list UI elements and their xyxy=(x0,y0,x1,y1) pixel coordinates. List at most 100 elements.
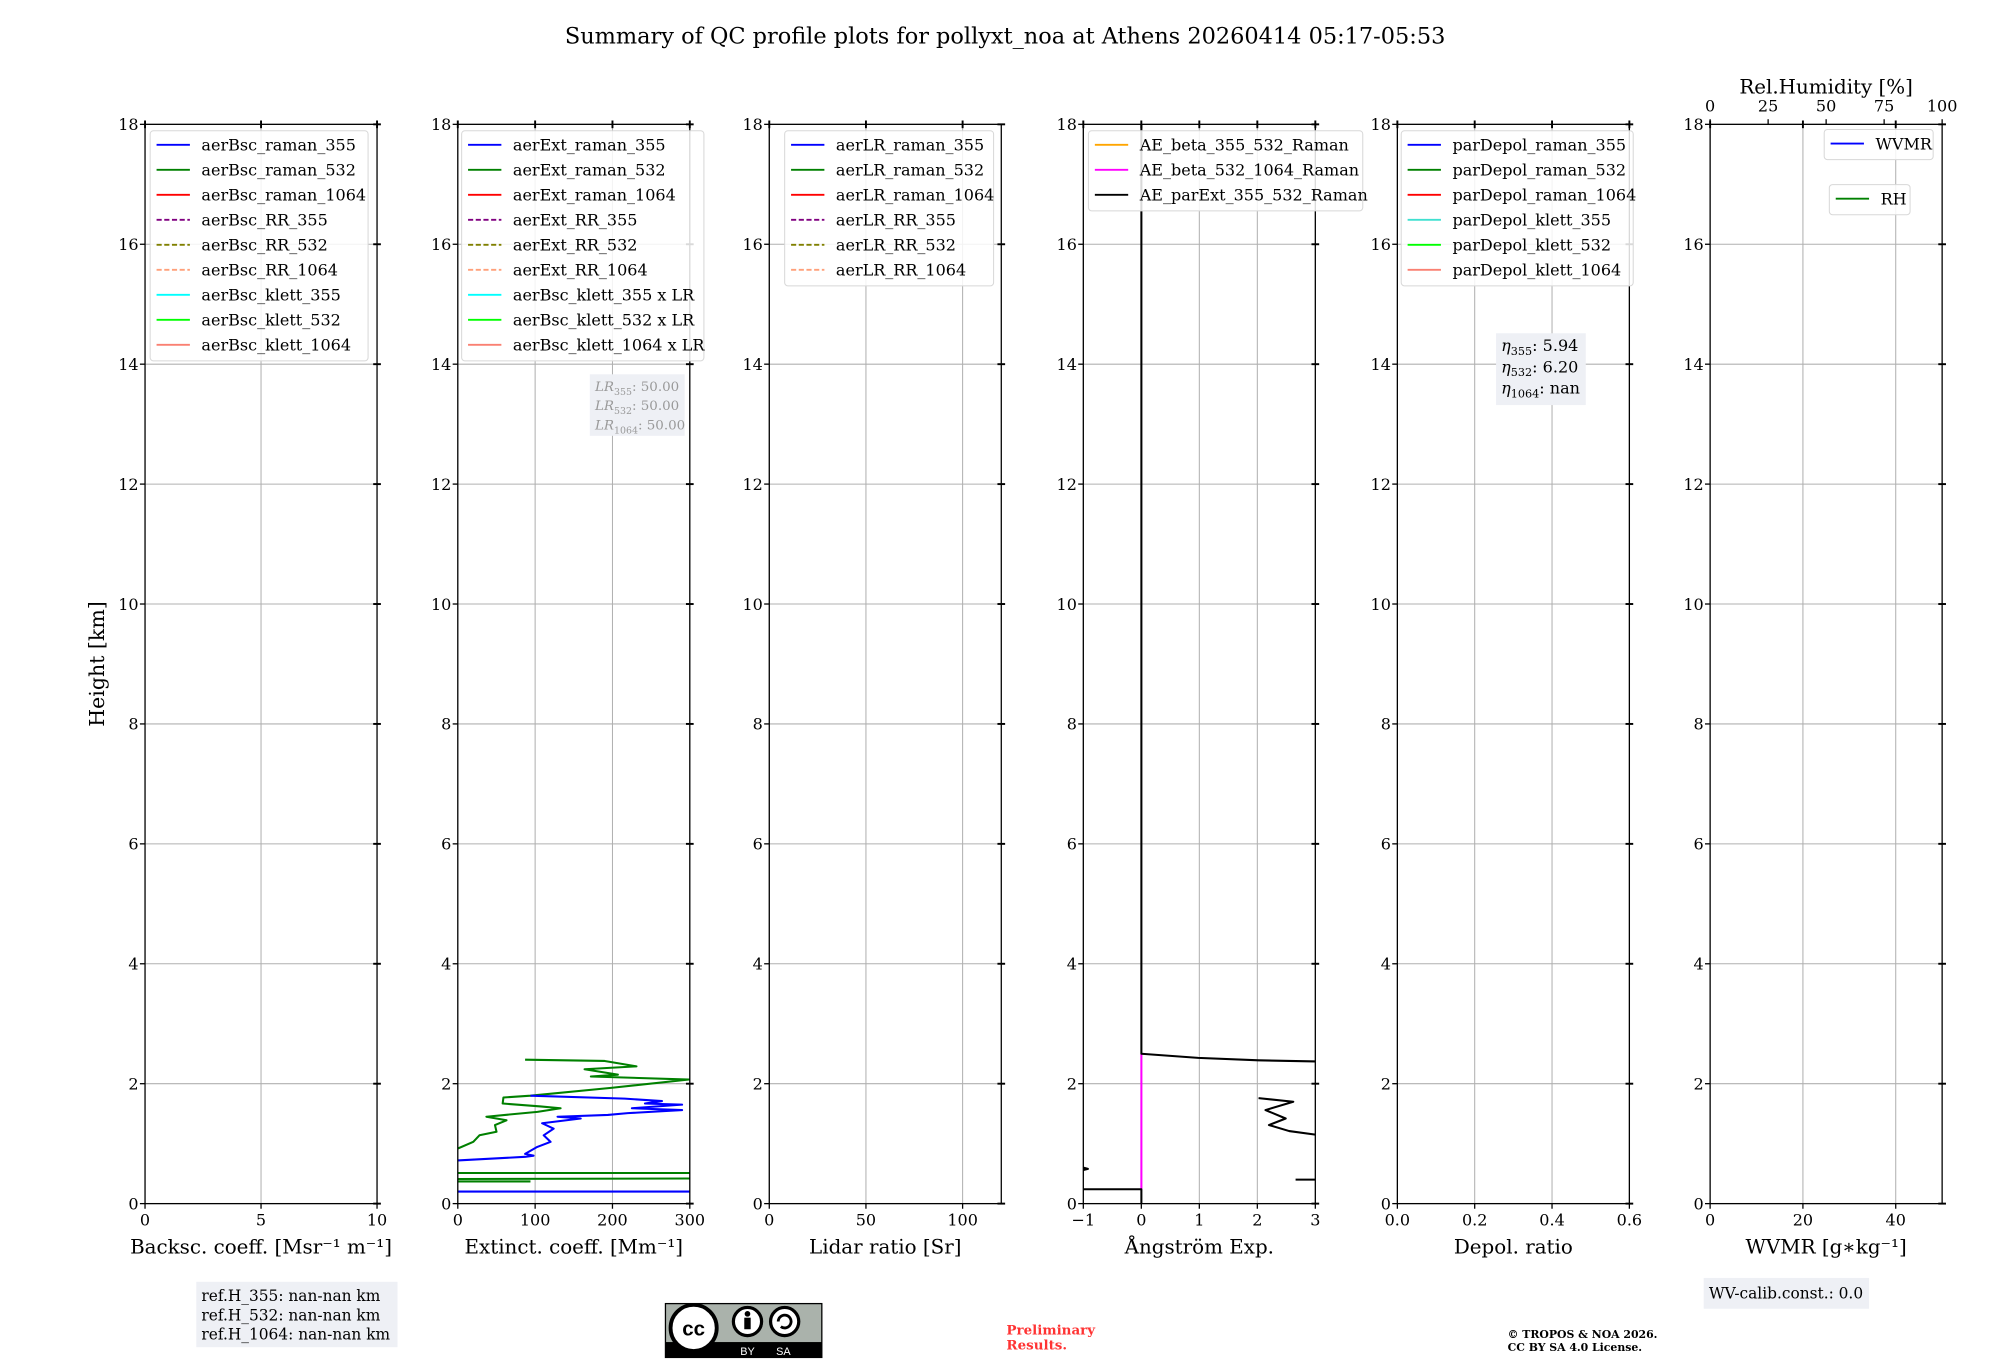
legend-label: aerExt_RR_355 xyxy=(513,211,638,230)
x-axis-label: Extinct. coeff. [Mm⁻¹] xyxy=(465,1236,684,1259)
x-tick-label: 0.6 xyxy=(1617,1210,1642,1229)
y-tick-label: 4 xyxy=(753,955,763,974)
x-tick-label: −1 xyxy=(1072,1210,1096,1229)
ref-h-1064: ref.H_1064: nan-nan km xyxy=(201,1325,390,1343)
y-tick-label: 16 xyxy=(431,235,451,254)
x-tick-label: 100 xyxy=(520,1210,551,1229)
legend: aerLR_raman_355 aerLR_raman_532 aerLR_rama… xyxy=(784,130,995,287)
lidar-ratio-box-line: LR532: 50.00 xyxy=(594,399,679,417)
legend-item: parDepol_klett_355 xyxy=(1407,211,1611,230)
y-tick-label: 8 xyxy=(1381,715,1391,734)
legend-label: aerBsc_klett_532 xyxy=(201,311,340,330)
axes-frame xyxy=(457,123,691,1205)
x-axis-label: Ångström Exp. xyxy=(1124,1234,1274,1259)
y-tick-label: 2 xyxy=(753,1074,763,1093)
y-tick-label: 6 xyxy=(753,835,763,854)
series-line-AE_parExt_355_532_Raman xyxy=(1083,1188,1143,1204)
legend-label: parDepol_raman_1064 xyxy=(1452,186,1636,205)
eta-box-line: η1064: nan xyxy=(1501,379,1580,401)
panel-backscatter: 0 2 4 6 8 10 12 14 16 18 0 5 10 Backsc. coeff. [Msr⁻¹… xyxy=(118,115,392,1259)
cc-icon xyxy=(668,1302,719,1353)
y-tick-label: 10 xyxy=(1057,595,1077,614)
ref-h-532: ref.H_532: nan-nan km xyxy=(201,1306,380,1324)
legend-item: aerExt_RR_532 xyxy=(468,236,637,255)
legend-label: aerBsc_RR_355 xyxy=(201,211,327,230)
y-tick-label: 10 xyxy=(431,595,451,614)
legend-item: aerBsc_RR_355 xyxy=(156,211,328,230)
y-tick-label: 2 xyxy=(128,1074,138,1093)
x-tick-label: 0 xyxy=(764,1210,774,1229)
x-tick-label: 3 xyxy=(1310,1210,1320,1229)
legend-item: parDepol_raman_355 xyxy=(1407,136,1626,155)
legend-label: aerBsc_klett_1064 xyxy=(201,336,351,355)
eta-box-line: η355: 5.94 xyxy=(1501,336,1578,358)
legend-label: aerBsc_RR_532 xyxy=(201,236,327,255)
y-tick-label: 16 xyxy=(742,235,762,254)
y-tick-label: 14 xyxy=(742,355,762,374)
axes-frame xyxy=(1709,123,1943,1205)
rh-tick-label: 0 xyxy=(1705,97,1715,116)
y-tick-label: 2 xyxy=(441,1074,451,1093)
wv-calib-box: WV-calib.const.: 0.0 xyxy=(1703,1277,1870,1309)
legend-item: aerBsc_klett_355 x LR xyxy=(468,286,695,305)
rh-tick-label: 100 xyxy=(1927,97,1958,116)
series-line-AE_parExt_355_532_Raman xyxy=(1258,1097,1316,1136)
legend-label: aerBsc_klett_1064 x LR xyxy=(513,336,705,355)
series-line-aerExt_raman_532 xyxy=(457,1058,690,1150)
axes-frame xyxy=(768,123,1002,1205)
legend-item: parDepol_raman_532 xyxy=(1407,161,1626,180)
rh-axis-label: Rel.Humidity [%] xyxy=(1739,76,1913,99)
wv-calib-text: WV-calib.const.: 0.0 xyxy=(1709,1284,1863,1302)
legend: WVMR xyxy=(1823,128,1934,161)
legend-item: aerBsc_raman_1064 xyxy=(156,186,366,205)
legend-item: aerLR_raman_532 xyxy=(791,161,984,180)
legend-frame xyxy=(784,130,995,287)
y-tick-label: 10 xyxy=(742,595,762,614)
legend-label: aerBsc_raman_1064 xyxy=(201,186,366,205)
x-tick-label: 0 xyxy=(1705,1210,1715,1229)
rh-tick-label: 75 xyxy=(1874,97,1894,116)
y-tick-label: 6 xyxy=(1381,835,1391,854)
y-tick-label: 4 xyxy=(1381,955,1391,974)
x-tick-label: 10 xyxy=(367,1210,387,1229)
legend-label: aerBsc_klett_355 xyxy=(201,286,340,305)
y-tick-label: 8 xyxy=(1694,715,1704,734)
y-tick-label: 10 xyxy=(1683,595,1703,614)
x-axis-label: WVMR [g∗kg⁻¹] xyxy=(1745,1236,1906,1259)
x-tick-label: 100 xyxy=(947,1210,978,1229)
preliminary-line2: Results. xyxy=(1006,1338,1067,1354)
y-tick-label: 4 xyxy=(128,955,138,974)
legend-label: aerExt_raman_355 xyxy=(513,136,666,155)
legend-frame xyxy=(1823,128,1934,161)
legend-label: aerLR_raman_532 xyxy=(836,161,984,180)
y-tick-label: 18 xyxy=(118,115,138,134)
y-tick-label: 0 xyxy=(1067,1194,1077,1213)
legend: aerExt_raman_355 aerExt_raman_532 aerExt_r… xyxy=(461,130,705,362)
legend-label: aerLR_RR_1064 xyxy=(836,261,966,280)
y-tick-label: 12 xyxy=(742,475,762,494)
y-tick-label: 4 xyxy=(1694,955,1704,974)
y-tick-label: 16 xyxy=(1057,235,1077,254)
cc-text: cc xyxy=(682,1318,705,1341)
y-tick-label: 18 xyxy=(742,115,762,134)
legend-label: aerBsc_raman_355 xyxy=(201,136,355,155)
axes-frame xyxy=(1396,123,1631,1205)
panel-extinction: 0 2 4 6 8 10 12 14 16 18 0 100 200 300 Extinct. coeff.… xyxy=(431,115,705,1259)
y-tick-label: 0 xyxy=(753,1194,763,1213)
legend-label: aerExt_raman_532 xyxy=(513,161,666,180)
series-line-aerExt_raman_532 xyxy=(457,1177,690,1181)
legend-label: parDepol_klett_532 xyxy=(1452,236,1611,255)
legend-label: AE_beta_532_1064_Raman xyxy=(1139,161,1359,180)
x-tick-label: 0.2 xyxy=(1462,1210,1487,1229)
y-tick-label: 12 xyxy=(118,475,138,494)
y-tick-label: 12 xyxy=(1371,475,1391,494)
legend-label: aerExt_raman_1064 xyxy=(513,186,676,205)
legend-item: aerLR_RR_1064 xyxy=(791,261,966,280)
share-alike-icon xyxy=(768,1305,801,1338)
legend-label: RH xyxy=(1881,189,1907,208)
legend-label: aerExt_RR_1064 xyxy=(513,261,648,280)
